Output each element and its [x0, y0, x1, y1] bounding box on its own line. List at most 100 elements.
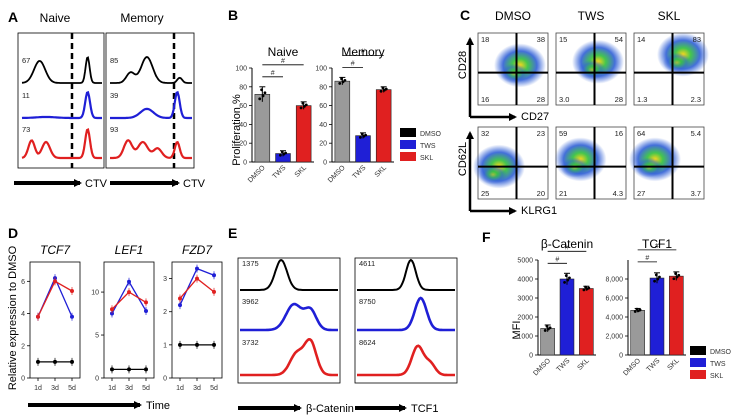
quadrant-value: 27 — [637, 189, 645, 198]
quadrant-value: 21 — [559, 189, 567, 198]
line-ytick-label: 10 — [91, 290, 99, 297]
line-ytick-label: 0 — [21, 376, 25, 383]
histogram-frame — [17, 32, 105, 169]
panel-c-flow-plots: DMSO TWS SKL 18 38 16 28 15 54 3.0 28 14 83 1.3 2.3 CD2… — [457, 9, 709, 217]
tcf1-ytick-label: 2,000 — [605, 334, 623, 341]
panel-a: A Naive Memory 67 11 73 85 39 93 CTV CTV — [8, 9, 206, 190]
beta-catenin-ytick-label: 1000 — [517, 334, 533, 341]
memory-ytick-label: 80 — [319, 84, 327, 91]
gene-title: TCF7 — [40, 243, 71, 257]
histogram-curve — [21, 90, 102, 120]
panel-e-histograms: 1375 3962 3732 4611 8750 8624 — [237, 257, 458, 384]
gene-title: LEF1 — [115, 243, 144, 257]
line-ytick-label: 2 — [21, 343, 25, 350]
beta-catenin-ytick-label: 4000 — [517, 277, 533, 284]
histogram-percent: 93 — [110, 125, 118, 134]
quadrant-value: 28 — [615, 95, 623, 104]
panel-a-title-memory: Memory — [120, 11, 163, 25]
panel-f-legend-swatch — [690, 370, 706, 379]
flow-x-label: CD27 — [521, 111, 549, 123]
tcf1-bar-dmso — [630, 310, 645, 356]
line-ytick-label: 2 — [163, 309, 167, 316]
quadrant-value: 4.3 — [613, 189, 623, 198]
panel-f-legend: DMSO TWS SKL — [690, 346, 732, 380]
quadrant-value: 32 — [481, 129, 489, 138]
memory-ytick-label: 60 — [319, 103, 327, 110]
naive-ytick-label: 0 — [243, 160, 247, 167]
histogram-curve — [357, 258, 455, 291]
flow-density-cloud — [578, 59, 606, 80]
naive-data-point — [278, 153, 282, 157]
series-point — [178, 303, 182, 308]
tcf1-ytick-label: 4,000 — [605, 315, 623, 322]
beta-catenin-title: β-Catenin — [541, 237, 593, 251]
series-line — [37, 280, 73, 318]
line-ytick-label: 0 — [95, 376, 99, 383]
quadrant-value: 14 — [637, 35, 645, 44]
memory-bar-tws — [355, 135, 371, 163]
histogram-curve — [357, 344, 455, 377]
histogram-percent: 85 — [110, 56, 118, 65]
quadrant-value: 16 — [615, 129, 623, 138]
memory-ytick-label: 40 — [319, 122, 327, 129]
quadrant-value: 23 — [537, 129, 545, 138]
tcf1-bar-tws — [649, 277, 665, 356]
memory-data-point — [343, 79, 347, 82]
naive-sig-mark: # — [271, 70, 275, 77]
beta-catenin-data-point — [587, 286, 591, 290]
memory-data-point — [384, 87, 388, 91]
histogram-curve — [21, 56, 102, 84]
panel-f-legend-swatch — [690, 358, 706, 367]
tcf1-data-point — [656, 277, 660, 281]
quadrant-value: 38 — [537, 35, 545, 44]
quadrant-value: 83 — [693, 35, 701, 44]
tcf1-title: TCF1 — [642, 237, 672, 251]
naive-title: Naive — [268, 45, 299, 59]
tcf1-bar-skl — [669, 275, 684, 356]
series-point — [70, 289, 74, 293]
quadrant-value: 28 — [537, 95, 545, 104]
beta-catenin-data-point — [564, 274, 568, 277]
beta-catenin-data-point — [548, 326, 552, 330]
naive-data-point — [260, 88, 263, 92]
naive-data-point — [299, 106, 303, 110]
histogram-mfi: 4611 — [359, 259, 375, 268]
histogram-curve — [110, 139, 192, 160]
histogram-mfi: 3962 — [242, 297, 259, 306]
beta-catenin-data-point — [543, 329, 547, 332]
naive-data-point — [284, 151, 288, 155]
beta-catenin-ytick-label: 5000 — [517, 258, 533, 265]
histogram-curve — [21, 127, 102, 160]
panel-e-axis-tcf1: TCF1 — [355, 403, 439, 415]
beta-catenin-category-label: SKL — [576, 357, 590, 371]
series-point — [70, 314, 74, 319]
memory-ytick-label: 0 — [323, 160, 327, 167]
tcf1-data-point — [677, 273, 681, 277]
tcf1-category-label: DMSO — [622, 357, 642, 377]
series-point — [127, 290, 131, 295]
series-point — [36, 359, 40, 364]
beta-catenin-category-label: TWS — [555, 357, 571, 373]
flow-y-label: CD28 — [457, 51, 469, 79]
naive-data-point — [303, 104, 306, 108]
flow-column-title: DMSO — [495, 9, 531, 23]
panel-f-legend-label: TWS — [710, 361, 726, 368]
histogram-frame — [105, 32, 195, 169]
series-point — [127, 279, 131, 284]
quadrant-value: 59 — [559, 129, 567, 138]
histogram-frame — [354, 257, 458, 384]
series-point — [195, 266, 199, 271]
ctv-label-naive: CTV — [85, 178, 108, 190]
naive-ytick-label: 60 — [239, 103, 247, 110]
panel-d-line-charts: TCF7 0 2 4 6 1d 3d 5d LEF1 0 5 10 1d 3d 5d FZD7 0 1 2 3 1d 3d… — [21, 243, 223, 392]
beta-catenin-sig-mark: # — [555, 256, 559, 263]
naive-bar-skl — [295, 105, 312, 163]
line-ytick-label: 5 — [95, 333, 99, 340]
flow-y-label: CD62L — [457, 142, 469, 176]
histogram-percent: 11 — [22, 91, 30, 100]
memory-data-point — [364, 133, 368, 137]
